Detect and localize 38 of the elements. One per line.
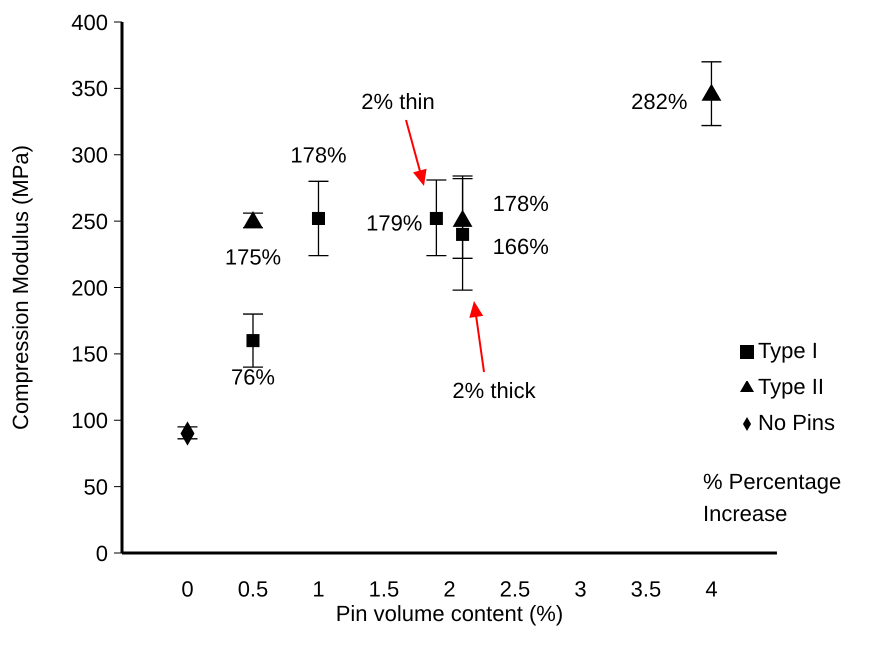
x-axis-title: Pin volume content (%) bbox=[336, 601, 564, 626]
annotation: 178% bbox=[290, 142, 347, 168]
y-tick-label: 350 bbox=[71, 76, 108, 102]
annotation: 175% bbox=[224, 244, 282, 270]
y-tick-label: 300 bbox=[71, 142, 108, 168]
x-tick-label: 0 bbox=[181, 576, 194, 602]
x-tick-label: 3 bbox=[574, 576, 587, 602]
y-tick-label: 400 bbox=[71, 10, 108, 35]
annotation: 282% bbox=[631, 88, 688, 114]
annotation: 178% bbox=[492, 190, 549, 216]
x-tick-label: 0.5 bbox=[238, 576, 268, 602]
point bbox=[456, 228, 470, 241]
x-tick-label: 1 bbox=[312, 576, 325, 602]
legend-label: Type II bbox=[758, 374, 824, 399]
point bbox=[430, 212, 443, 225]
y-tick-label: 200 bbox=[71, 275, 108, 300]
y-tick-label: 50 bbox=[84, 474, 108, 500]
annotation: 76% bbox=[230, 364, 276, 390]
y-axis-title: Compression Modulus (MPa) bbox=[8, 145, 33, 430]
y-tick-label: 100 bbox=[71, 408, 108, 434]
y-tick-label: 150 bbox=[71, 342, 108, 367]
point bbox=[246, 334, 260, 348]
x-tick-label: 2 bbox=[443, 576, 456, 602]
point bbox=[702, 84, 722, 101]
point bbox=[312, 212, 326, 225]
annotation: 2% thin bbox=[360, 88, 436, 116]
legend-label: Type I bbox=[758, 338, 818, 363]
annotation: % Percentage Increase bbox=[703, 468, 842, 528]
y-tick-label: 0 bbox=[96, 540, 108, 566]
annotation: 179% bbox=[366, 210, 422, 236]
x-tick-label: 3.5 bbox=[630, 576, 662, 602]
x-tick-label: 2.5 bbox=[500, 576, 530, 602]
annotation: 166% bbox=[492, 234, 549, 260]
x-tick-label: 4 bbox=[705, 576, 718, 602]
legend-label: No Pins bbox=[758, 410, 835, 435]
y-tick-label: 250 bbox=[71, 208, 108, 234]
annotation: 2% thick bbox=[451, 377, 537, 405]
x-tick-label: 1.5 bbox=[368, 576, 400, 602]
